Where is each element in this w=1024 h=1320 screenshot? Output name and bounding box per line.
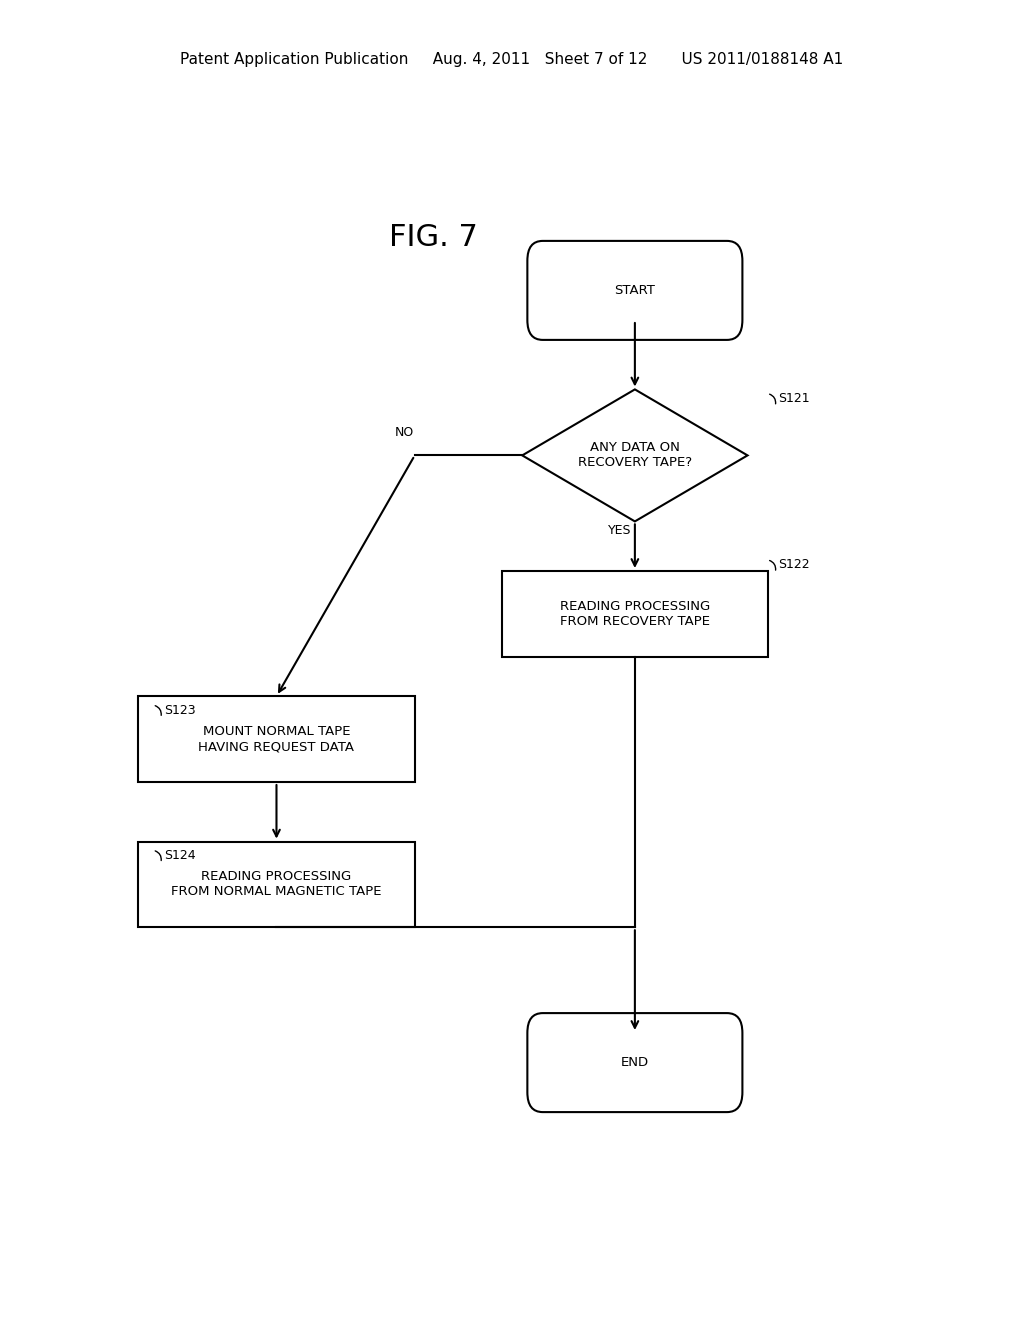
Text: S122: S122 bbox=[778, 558, 810, 572]
Text: READING PROCESSING
FROM NORMAL MAGNETIC TAPE: READING PROCESSING FROM NORMAL MAGNETIC … bbox=[171, 870, 382, 899]
Polygon shape bbox=[522, 389, 748, 521]
Text: FIG. 7: FIG. 7 bbox=[389, 223, 478, 252]
Text: ANY DATA ON
RECOVERY TAPE?: ANY DATA ON RECOVERY TAPE? bbox=[578, 441, 692, 470]
Text: YES: YES bbox=[608, 524, 631, 537]
Text: READING PROCESSING
FROM RECOVERY TAPE: READING PROCESSING FROM RECOVERY TAPE bbox=[560, 599, 710, 628]
FancyBboxPatch shape bbox=[527, 1014, 742, 1111]
Text: MOUNT NORMAL TAPE
HAVING REQUEST DATA: MOUNT NORMAL TAPE HAVING REQUEST DATA bbox=[199, 725, 354, 754]
Text: NO: NO bbox=[395, 426, 414, 440]
Text: START: START bbox=[614, 284, 655, 297]
Bar bbox=[502, 570, 768, 656]
FancyBboxPatch shape bbox=[527, 242, 742, 339]
Bar bbox=[138, 697, 415, 781]
Text: S124: S124 bbox=[164, 849, 196, 862]
Text: END: END bbox=[621, 1056, 649, 1069]
Text: S121: S121 bbox=[778, 392, 810, 405]
Bar bbox=[138, 842, 415, 927]
Text: S123: S123 bbox=[164, 704, 196, 717]
Text: Patent Application Publication     Aug. 4, 2011   Sheet 7 of 12       US 2011/01: Patent Application Publication Aug. 4, 2… bbox=[180, 51, 844, 67]
